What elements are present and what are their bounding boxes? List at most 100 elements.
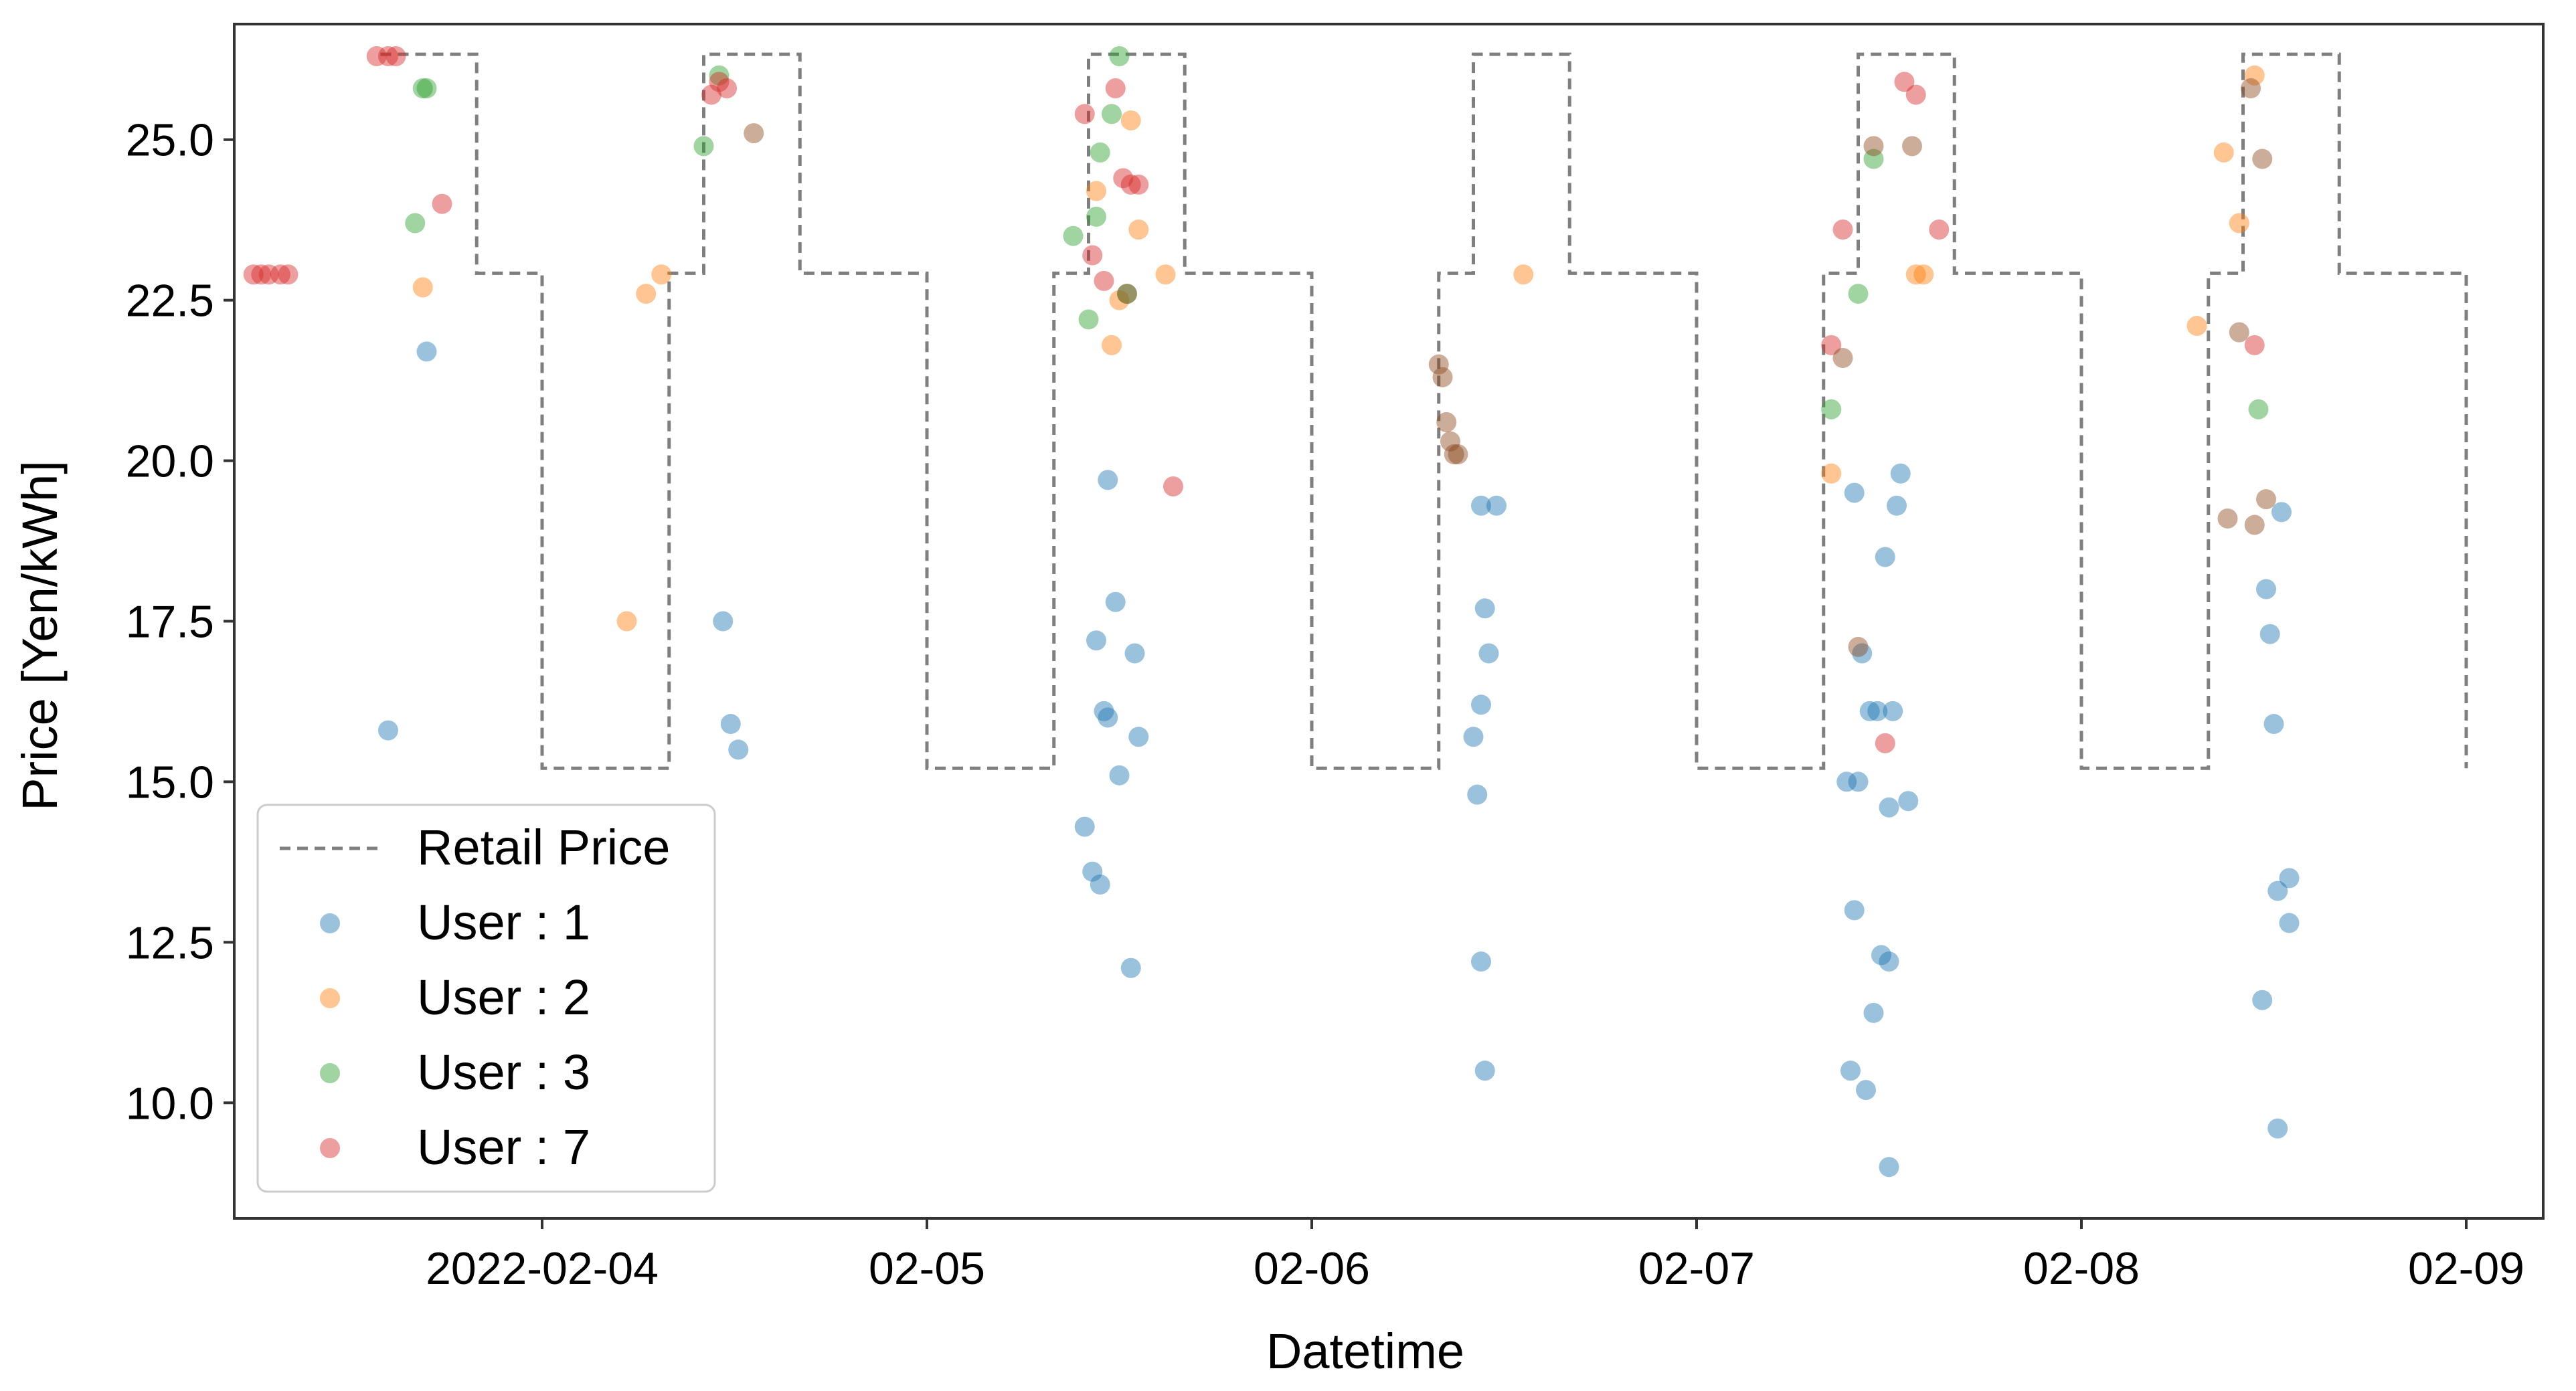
data-point [1113, 168, 1134, 189]
data-point [278, 264, 298, 285]
data-point [1082, 861, 1103, 882]
data-point [2267, 1118, 2288, 1139]
data-point [728, 739, 749, 760]
data-point [416, 78, 437, 98]
data-point [1105, 78, 1126, 98]
data-point [1832, 219, 1853, 240]
data-point [636, 284, 657, 304]
data-point [1117, 284, 1137, 304]
data-point [709, 72, 729, 92]
data-point [1887, 495, 1907, 516]
data-point [2186, 316, 2207, 337]
data-point [1883, 701, 1903, 721]
data-point [1821, 335, 1842, 355]
y-axis: 10.0 12.5 15.0 17.5 20.0 22.5 25.0 [126, 115, 234, 1129]
data-point [693, 136, 714, 157]
data-point [1444, 444, 1464, 464]
data-point [1486, 495, 1507, 516]
legend-label-user-7: User : 7 [417, 1119, 590, 1175]
data-point [2248, 399, 2269, 420]
y-tick-label: 22.5 [126, 276, 214, 327]
x-tick-label: 02-05 [869, 1243, 985, 1294]
data-point [1448, 444, 1468, 464]
legend-marker-user-3 [320, 1063, 340, 1083]
data-point [717, 78, 737, 98]
data-point [243, 264, 264, 285]
data-point [2244, 515, 2265, 535]
data-point [1078, 309, 1099, 330]
data-point [2217, 508, 2238, 529]
y-tick-label: 20.0 [126, 436, 214, 487]
data-point [1163, 476, 1183, 496]
legend-label-user-1: User : 1 [417, 895, 590, 950]
data-point [1902, 136, 1922, 157]
data-point [1478, 643, 1499, 664]
data-point [1098, 707, 1118, 728]
data-point [1098, 470, 1118, 490]
data-point [1840, 1060, 1861, 1081]
data-point [1879, 1157, 1899, 1178]
data-point [1844, 900, 1865, 921]
data-point [2213, 142, 2234, 163]
data-point [1471, 495, 1491, 516]
y-tick-label: 15.0 [126, 757, 214, 808]
legend-retail-label: Retail Price [417, 820, 670, 875]
data-point [1117, 284, 1137, 304]
data-point [1836, 771, 1857, 792]
data-point [1821, 463, 1842, 484]
data-point [1090, 874, 1110, 895]
legend-label-user-2: User : 2 [417, 969, 590, 1025]
data-point [385, 45, 406, 66]
y-tick-label: 12.5 [126, 917, 214, 968]
data-point [1063, 225, 1084, 246]
data-point [378, 45, 398, 66]
legend-label-user-3: User : 3 [417, 1044, 590, 1100]
series-user-7 [243, 45, 2265, 753]
data-point [1848, 284, 1869, 304]
data-point [1848, 636, 1869, 657]
data-point [2267, 880, 2288, 901]
x-tick-label: 2022-02-04 [426, 1243, 659, 1294]
data-point [651, 264, 672, 285]
data-point [1859, 701, 1880, 721]
data-point [258, 264, 279, 285]
data-point [1086, 630, 1106, 651]
data-point [1879, 797, 1899, 818]
data-point [1467, 784, 1488, 805]
data-point [1120, 174, 1141, 195]
y-tick-label: 10.0 [126, 1078, 214, 1129]
y-tick-label: 17.5 [126, 597, 214, 648]
data-point [412, 277, 433, 298]
retail-price-line [380, 52, 2468, 770]
data-point [1090, 142, 1110, 163]
data-point [1086, 206, 1106, 227]
data-point [1440, 431, 1460, 452]
data-point [1471, 694, 1491, 715]
data-point [1074, 816, 1095, 837]
data-point [1436, 412, 1457, 432]
series-user-1 [378, 341, 2300, 1178]
data-point [1124, 643, 1145, 664]
data-point [2256, 579, 2276, 599]
data-point [2229, 213, 2249, 234]
data-point [2244, 65, 2265, 86]
legend-box [256, 804, 716, 1193]
x-axis: 2022-02-04 02-05 02-06 02-07 02-08 02-09 [426, 1218, 2524, 1294]
data-point [1875, 547, 1895, 567]
series-extra-4 [744, 78, 2276, 657]
data-point [1155, 264, 1176, 285]
data-point [1128, 727, 1149, 747]
data-point [1086, 181, 1106, 201]
data-point [1913, 264, 1934, 285]
data-point [251, 264, 272, 285]
series-user-3 [405, 45, 2269, 420]
data-point [1863, 149, 1884, 169]
data-point [1863, 1002, 1884, 1023]
data-point [1074, 104, 1095, 124]
data-point [1852, 643, 1873, 664]
data-point [616, 611, 637, 632]
data-point [1905, 264, 1926, 285]
data-point [1428, 354, 1449, 375]
data-point [2229, 322, 2249, 343]
data-point [2279, 913, 2300, 933]
